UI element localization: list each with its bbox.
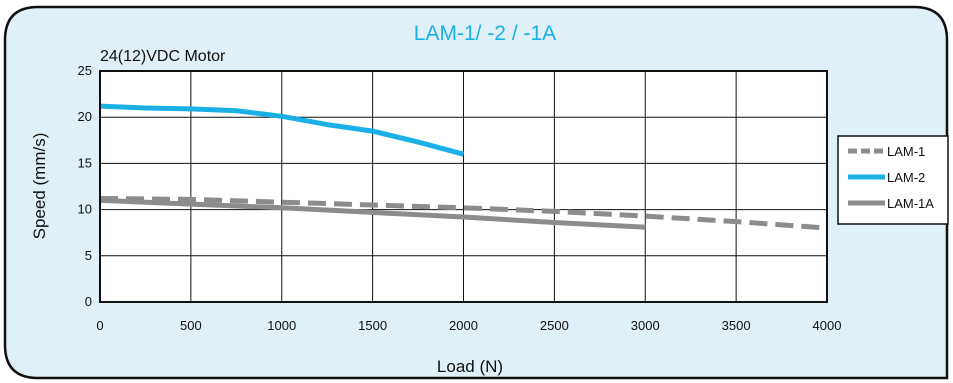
y-axis-label: Speed (mm/s) <box>30 133 49 240</box>
y-tick-label: 0 <box>85 294 92 309</box>
y-tick-labels: 0 5 10 15 20 25 <box>78 63 92 309</box>
legend: LAM-1 LAM-2 LAM-1A <box>837 135 949 225</box>
x-tick-label: 500 <box>180 318 202 333</box>
y-tick-label: 5 <box>85 248 92 263</box>
series-line-lam-1a <box>99 197 646 230</box>
x-tick-label: 0 <box>96 318 103 333</box>
chart-subtitle: 24(12)VDC Motor <box>100 48 226 65</box>
series-line-lam-2 <box>99 103 465 157</box>
x-tick-labels: 0 500 1000 1500 2000 2500 3000 3500 4000 <box>96 318 841 333</box>
legend-label-lam-1: LAM-1 <box>887 144 925 159</box>
x-tick-label: 3000 <box>631 318 660 333</box>
x-tick-label: 2000 <box>449 318 478 333</box>
legend-label-lam-1a: LAM-1A <box>887 196 934 211</box>
x-tick-label: 4000 <box>813 318 842 333</box>
x-tick-label: 1500 <box>358 318 387 333</box>
x-axis-label: Load (N) <box>437 357 503 376</box>
y-tick-label: 10 <box>78 202 92 217</box>
plot-frame <box>99 70 828 303</box>
legend-label-lam-2: LAM-2 <box>887 170 925 185</box>
y-tick-label: 15 <box>78 155 92 170</box>
x-tick-label: 3500 <box>722 318 751 333</box>
y-tick-label: 20 <box>78 109 92 124</box>
x-tick-label: 2500 <box>540 318 569 333</box>
legend-items: LAM-1 LAM-2 LAM-1A <box>848 144 934 211</box>
series-layer <box>99 103 828 231</box>
x-tick-label: 1000 <box>267 318 296 333</box>
chart-title: LAM-1/ -2 / -1A <box>414 22 556 45</box>
series-line-lam-1 <box>99 196 828 231</box>
y-tick-label: 25 <box>78 63 92 78</box>
